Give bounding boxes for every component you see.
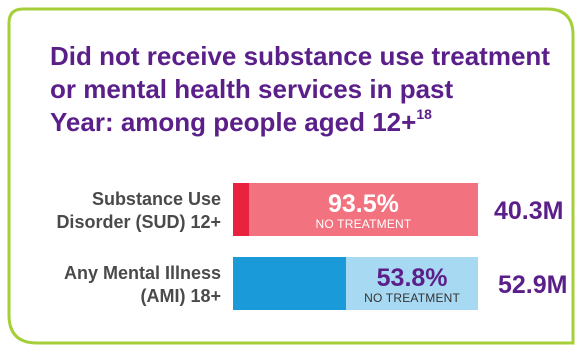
value-label-sud-caption: NO TREATMENT	[315, 217, 412, 231]
value-label-ami: 53.8% NO TREATMENT	[346, 264, 478, 305]
row-label-ami: Any Mental Illness (AMI) 18+	[21, 262, 221, 308]
row-label-sud-line-1: Substance Use	[91, 189, 221, 209]
value-label-ami-percent: 53.8%	[376, 264, 448, 292]
bar-sud-no-treatment	[248, 183, 478, 236]
total-sud: 40.3M	[494, 197, 564, 225]
chart-card	[3, 3, 579, 359]
row-label-sud: Substance Use Disorder (SUD) 12+	[21, 188, 221, 234]
title-line-3: Year: among people aged 12+	[50, 107, 417, 137]
row-label-ami-line-2: (AMI) 18+	[140, 286, 221, 306]
card-border	[7, 7, 575, 345]
title-line-1: Did not receive substance use treatment	[50, 41, 550, 71]
value-label-ami-caption: NO TREATMENT	[364, 291, 461, 305]
value-label-sud: 93.5% NO TREATMENT	[249, 190, 478, 231]
total-ami: 52.9M	[498, 271, 568, 299]
chart-title: Did not receive substance use treatment …	[50, 40, 570, 139]
row-label-sud-line-2: Disorder (SUD) 12+	[56, 212, 221, 232]
card-border-path	[7, 7, 575, 345]
bar-ami-received	[233, 257, 347, 310]
title-footnote: 18	[416, 106, 432, 122]
bar-sud-received	[233, 183, 249, 236]
value-label-sud-percent: 93.5%	[328, 190, 399, 218]
row-label-ami-line-1: Any Mental Illness	[63, 263, 221, 283]
title-line-2: or mental health services in past	[50, 74, 454, 104]
bar-ami-no-treatment	[346, 257, 478, 310]
